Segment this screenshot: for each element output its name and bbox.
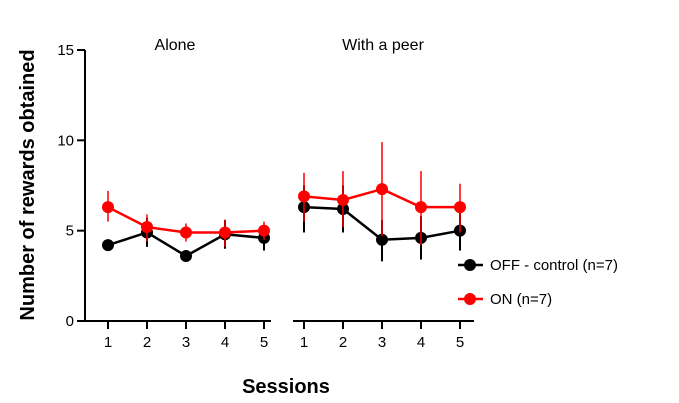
data-point [141,221,153,234]
y-tick-label: 10 [57,132,74,149]
data-point [415,201,427,214]
x-tick-label: 3 [378,334,386,351]
legend-marker [464,259,476,271]
x-tick-label: 4 [417,334,425,351]
data-point [298,190,310,203]
data-point [258,224,270,237]
y-axis-title: Number of rewards obtained [17,49,39,320]
x-tick-label: 3 [182,334,190,351]
x-tick-label: 1 [104,334,112,351]
data-point [219,226,231,239]
x-tick-label: 5 [260,334,268,351]
x-tick-label: 2 [143,334,151,351]
x-tick-label: 5 [456,334,464,351]
data-point [376,233,388,246]
data-point [102,239,114,252]
y-tick-label: 0 [66,313,74,330]
x-tick-label: 4 [221,334,229,351]
x-axis-title: Sessions [242,376,330,398]
data-point [180,249,192,262]
panel-title: With a peer [342,37,424,54]
data-point [454,201,466,214]
data-point [337,193,349,206]
x-tick-label: 1 [300,334,308,351]
legend-marker [464,293,476,305]
data-point [180,226,192,239]
y-tick-label: 15 [57,42,74,59]
panel-title: Alone [155,37,196,54]
legend: OFF - control (n=7) ON (n=7) [458,257,618,308]
y-tick-label: 5 [66,223,74,240]
data-point [102,201,114,214]
x-tick-label: 2 [339,334,347,351]
legend-label: OFF - control (n=7) [490,257,618,274]
data-point [376,183,388,196]
legend-label: ON (n=7) [490,291,552,308]
